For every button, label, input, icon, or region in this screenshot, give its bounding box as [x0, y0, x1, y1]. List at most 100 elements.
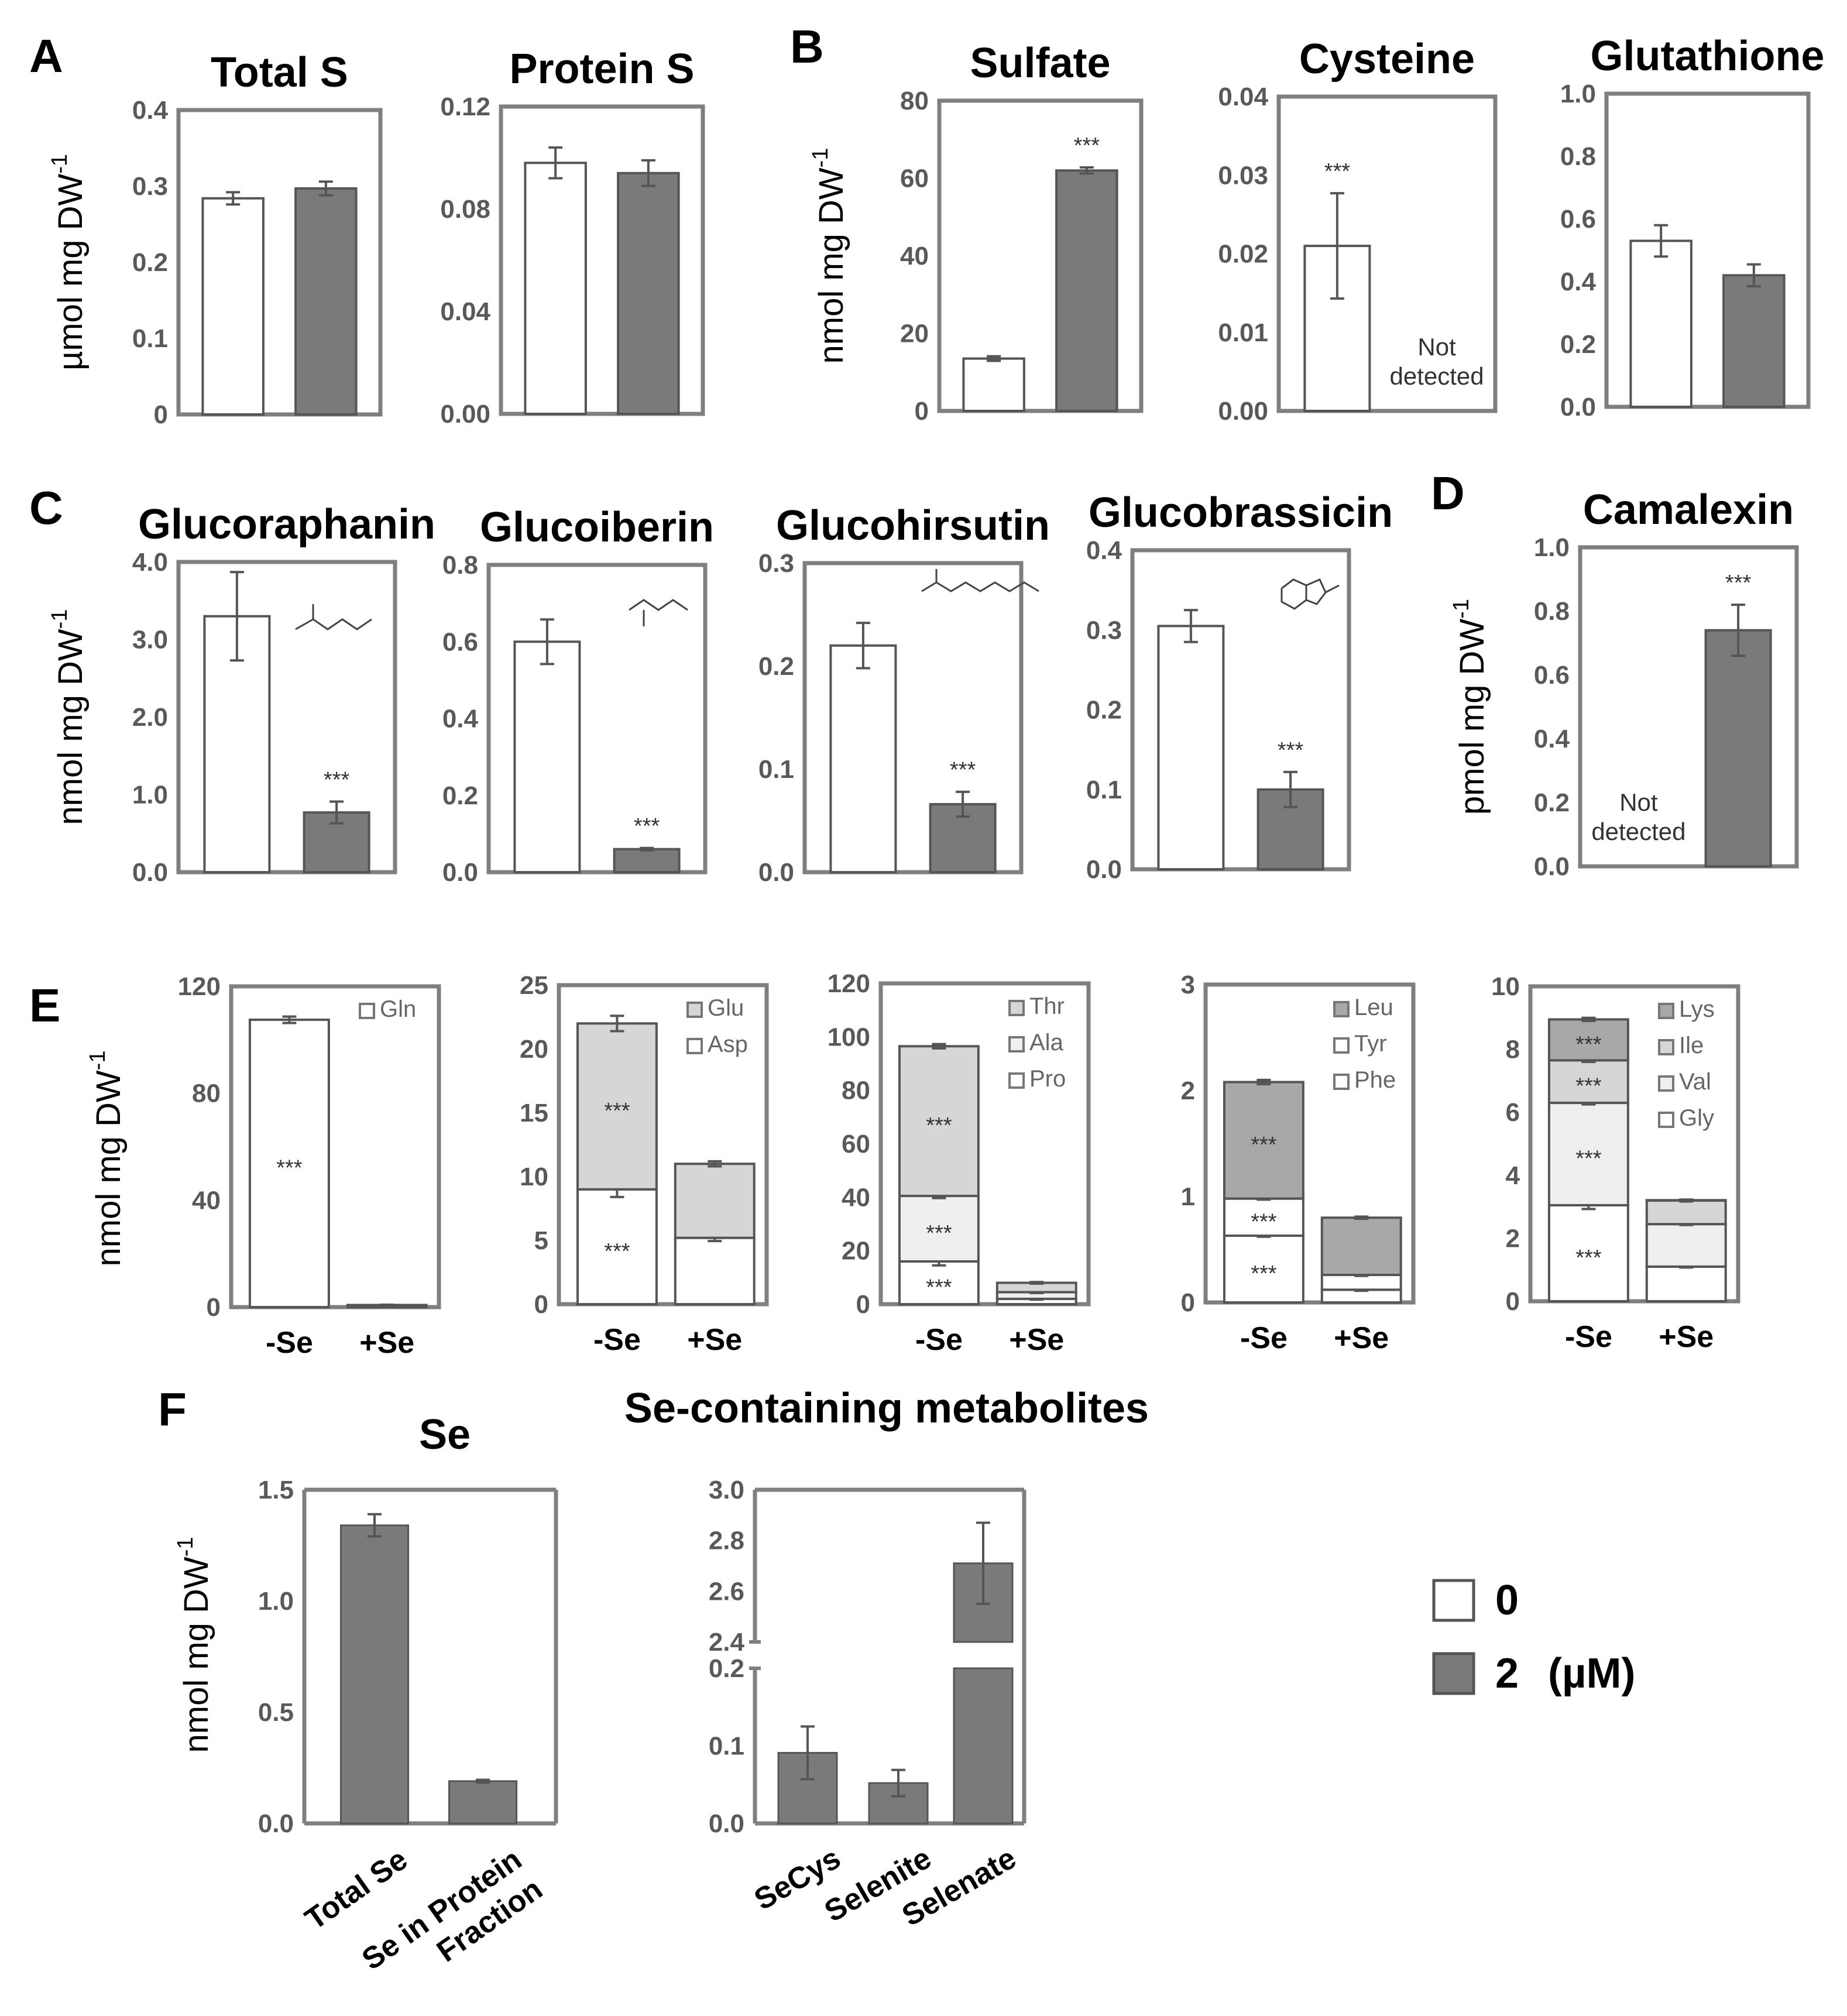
B3-title: Glutathione: [1591, 33, 1825, 80]
E1-category-0: -Se: [266, 1326, 313, 1360]
panel-letter-B: B: [790, 20, 824, 73]
E4-legend-swatch-Tyr: [1333, 1037, 1350, 1054]
panel-letter-C: C: [29, 482, 63, 534]
E4-category-0: -Se: [1240, 1321, 1288, 1355]
E2-legend-label-Asp: Asp: [708, 1031, 748, 1057]
E5-tick-4: 8: [1506, 1036, 1520, 1064]
E5-tick-1: 2: [1506, 1224, 1520, 1253]
panel-letter-F: F: [158, 1383, 187, 1435]
C4-tick-2: 0.2: [1086, 696, 1122, 725]
F2-tick-upper-2: 2.8: [709, 1527, 744, 1555]
E1-legend-label-Gln: Gln: [380, 996, 416, 1022]
E3-legend-label-Ala: Ala: [1029, 1030, 1064, 1055]
B3-bar-0: [1629, 239, 1692, 408]
E3-tick-0: 0: [856, 1290, 870, 1319]
C3-tick-1: 0.1: [758, 755, 794, 784]
C3-frame: [802, 561, 1024, 875]
panel-letter-E: E: [29, 979, 60, 1031]
C2-title: Glucoiberin: [480, 504, 714, 551]
D1-tick-5: 1.0: [1534, 533, 1570, 562]
A2-frame: [499, 104, 705, 416]
E5-category-1: +Se: [1659, 1320, 1714, 1354]
A1-tick-2: 0.2: [132, 248, 168, 277]
F2-tick-lower-1: 0.1: [709, 1732, 744, 1761]
A1-bar-1: [294, 187, 358, 416]
B2-note-1: detected: [1390, 362, 1484, 390]
F2-tick-lower-0: 0.0: [709, 1809, 744, 1838]
A2-bar-0: [524, 162, 587, 415]
glucoraphanin-structure-icon: [295, 604, 372, 630]
C2-tick-3: 0.6: [442, 628, 478, 656]
C2-bar-1: [613, 848, 681, 873]
legend-label-1: 2: [1495, 1650, 1519, 1697]
C1-frame: [176, 560, 397, 875]
E4-legend-swatch-Phe: [1333, 1074, 1350, 1090]
F1-bar-0: [340, 1524, 409, 1825]
E1-tick-0: 0: [207, 1293, 221, 1322]
E4-tick-3: 3: [1181, 971, 1195, 999]
E3-tick-1: 20: [842, 1237, 870, 1266]
F2-tick-lower-2: 0.2: [709, 1654, 744, 1683]
legend-swatch-0: [1432, 1579, 1475, 1622]
legend-label-0: 0: [1495, 1577, 1519, 1624]
E2-tick-2: 10: [520, 1163, 548, 1191]
legend-swatch-1: [1432, 1652, 1475, 1695]
B3-tick-5: 1.0: [1560, 80, 1596, 108]
B2-tick-4: 0.04: [1218, 83, 1268, 111]
B1-tick-1: 20: [900, 320, 929, 348]
B3-tick-1: 0.2: [1560, 330, 1596, 359]
B2-tick-0: 0.00: [1218, 397, 1268, 426]
E1-legend-swatch-Gln: [359, 1003, 375, 1019]
C3-tick-2: 0.2: [758, 652, 794, 681]
C1-title: Glucoraphanin: [138, 501, 435, 548]
D1-sig-1: ***: [1725, 571, 1752, 595]
F1-tick-0: 0.0: [258, 1809, 294, 1838]
E1-seg-Gln-0: [248, 1019, 330, 1309]
B1-title: Sulfate: [970, 40, 1110, 87]
E2-sig-Asp-0: ***: [604, 1239, 630, 1264]
E1-tick-2: 80: [192, 1079, 221, 1108]
E5-tick-0: 0: [1506, 1287, 1520, 1316]
A2-tick-0: 0.00: [440, 400, 490, 428]
A2-tick-1: 0.04: [440, 297, 490, 326]
E5-seg-Val-0: [1547, 1102, 1629, 1206]
C2-frame: [486, 563, 708, 875]
C3-tick-3: 0.3: [758, 549, 794, 578]
E2-tick-0: 0: [534, 1290, 548, 1319]
E1-tick-1: 40: [192, 1186, 221, 1215]
E3-legend-label-Thr: Thr: [1029, 993, 1065, 1019]
E3-seg-Ala-0: [898, 1195, 980, 1263]
E2-seg-Glu-0: [576, 1022, 658, 1191]
E1-sig-Gln-0: ***: [276, 1156, 303, 1181]
C3-tick-0: 0.0: [758, 858, 794, 887]
A2-tick-2: 0.08: [440, 195, 490, 224]
E5-legend-label-Gly: Gly: [1679, 1105, 1714, 1131]
B2-title: Cysteine: [1299, 36, 1475, 83]
C1-ylabel: nmol mg DW-1: [47, 609, 90, 825]
E4-sig-Leu-0: ***: [1251, 1133, 1277, 1157]
E3-legend-swatch-Pro: [1008, 1072, 1025, 1089]
glucoiberin-structure-icon: [629, 599, 688, 626]
E4-seg-Tyr-1: [1320, 1273, 1402, 1291]
E5-sig-Ile-0: ***: [1575, 1074, 1602, 1099]
E3-tick-3: 60: [842, 1130, 870, 1158]
E5-tick-3: 6: [1506, 1098, 1520, 1127]
E4-sig-Tyr-0: ***: [1251, 1209, 1277, 1234]
E5-sig-Gly-0: ***: [1575, 1246, 1602, 1270]
C2-tick-2: 0.4: [442, 705, 479, 733]
F2-tick-upper-0: 2.4: [709, 1628, 745, 1657]
E4-tick-1: 1: [1181, 1182, 1195, 1211]
E2-tick-1: 5: [534, 1226, 548, 1255]
B2-frame: [1276, 94, 1498, 413]
C4-sig-1: ***: [1278, 738, 1304, 763]
B3-frame: [1604, 91, 1811, 409]
E4-legend-label-Tyr: Tyr: [1354, 1031, 1387, 1057]
E2-category-0: -Se: [593, 1323, 641, 1357]
C4-frame: [1130, 548, 1351, 872]
E5-category-0: -Se: [1565, 1320, 1612, 1354]
E4-category-1: +Se: [1334, 1321, 1389, 1355]
E4-legend-label-Leu: Leu: [1354, 995, 1393, 1020]
A1-tick-0: 0: [154, 400, 168, 429]
E2-seg-Asp-1: [674, 1236, 756, 1305]
panel-letter-A: A: [29, 30, 63, 82]
